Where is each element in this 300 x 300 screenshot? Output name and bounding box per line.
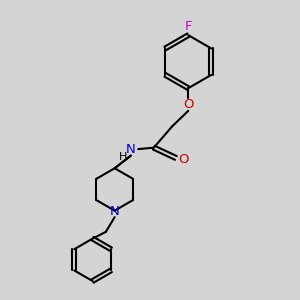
Text: O: O xyxy=(183,98,194,111)
Text: N: N xyxy=(110,205,119,218)
Text: N: N xyxy=(126,142,136,156)
Text: F: F xyxy=(184,20,192,33)
Text: O: O xyxy=(178,153,188,166)
Text: H: H xyxy=(118,152,127,162)
